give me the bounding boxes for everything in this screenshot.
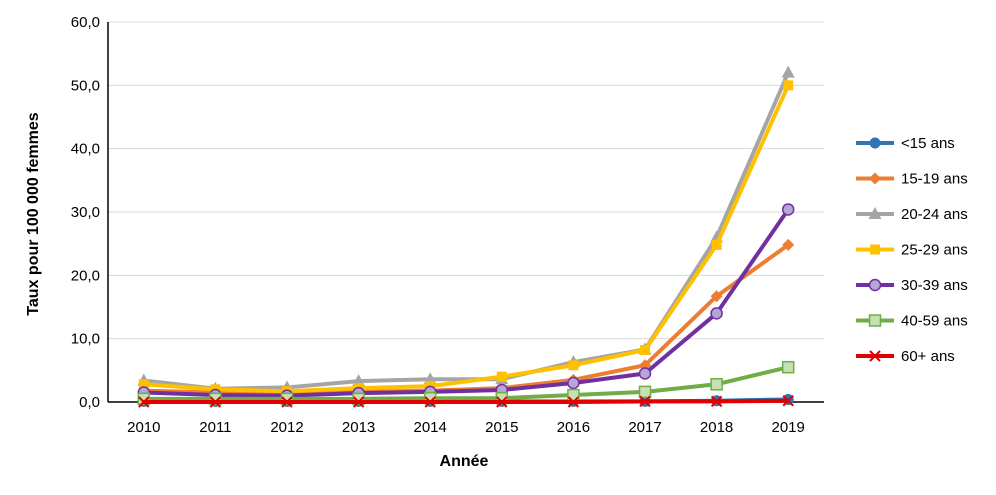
- x-tick-label: 2012: [270, 419, 303, 436]
- x-tick-labels: 2010 2011 2012 2013 2014 2015 2016 2017 2018 2019: [127, 419, 805, 436]
- legend: <15 ans 15-19 ans 20-24 ans 25-29 ans 30-39 …: [856, 135, 968, 365]
- x-tick-label: 2014: [414, 419, 447, 436]
- legend-label: 40-59 ans: [901, 313, 968, 330]
- x-tick-label: 2018: [700, 419, 733, 436]
- legend-marker: [869, 137, 881, 149]
- legend-item: <15 ans: [856, 135, 955, 152]
- series-15-19-ans: [137, 238, 795, 400]
- data-point: [424, 396, 436, 408]
- y-axis-title: Taux pour 100 000 femmes: [25, 112, 42, 315]
- series-20-24-ans: [137, 65, 795, 394]
- data-point: [782, 238, 795, 251]
- gridlines: [108, 21, 824, 340]
- legend-item: 40-59 ans: [856, 313, 968, 330]
- x-tick-label: 2016: [557, 419, 590, 436]
- series-line: [141, 365, 791, 401]
- y-tick-labels: 0,0 10,0 20,0 30,0 40,0 50,0 60,0: [71, 14, 100, 411]
- y-tick-label: 60,0: [71, 14, 100, 31]
- series-line: [141, 70, 791, 391]
- x-tick-label: 2015: [485, 419, 518, 436]
- legend-marker: [868, 207, 882, 219]
- data-point: [567, 396, 580, 408]
- data-point: [638, 385, 652, 399]
- legend-item: 30-39 ans: [856, 277, 968, 294]
- legend-marker: [869, 172, 881, 185]
- x-tick-label: 2017: [628, 419, 661, 436]
- data-point: [496, 396, 508, 408]
- legend-label: 15-19 ans: [901, 171, 968, 188]
- data-point: [281, 396, 293, 408]
- data-point: [352, 392, 365, 406]
- series-line: [141, 242, 791, 396]
- legend-marker: [869, 350, 881, 362]
- series-line: [141, 207, 791, 398]
- legend-label: 20-24 ans: [901, 206, 968, 223]
- data-point: [352, 396, 365, 408]
- x-tick-label: 2019: [772, 419, 805, 436]
- data-point: [710, 395, 723, 408]
- y-tick-label: 10,0: [71, 331, 100, 348]
- data-point: [710, 378, 723, 391]
- y-tick-label: 30,0: [71, 204, 100, 221]
- legend-label: 60+ ans: [901, 348, 955, 365]
- legend-marker: [868, 314, 882, 327]
- legend-label: <15 ans: [901, 135, 955, 152]
- data-point: [783, 80, 794, 91]
- data-point: [781, 203, 795, 216]
- data-point: [782, 395, 794, 407]
- series-line: [141, 398, 791, 404]
- x-tick-label: 2013: [342, 419, 375, 436]
- data-point: [137, 392, 151, 406]
- legend-item: 60+ ans: [856, 348, 955, 365]
- data-point: [209, 392, 222, 406]
- series-group: [137, 65, 795, 408]
- data-point: [496, 371, 507, 382]
- x-tick-label: 2011: [199, 419, 231, 436]
- series-line: [141, 83, 791, 394]
- series-25-29-ans: [138, 80, 794, 397]
- data-point: [640, 345, 650, 356]
- data-point: [138, 379, 149, 390]
- x-tick-label: 2010: [127, 419, 160, 436]
- data-point: [568, 360, 579, 371]
- legend-label: 25-29 ans: [901, 242, 968, 259]
- x-axis-title: Année: [440, 453, 489, 470]
- data-point: [781, 360, 795, 374]
- y-tick-label: 0,0: [79, 394, 100, 411]
- y-tick-label: 20,0: [71, 267, 100, 284]
- data-point: [710, 290, 723, 303]
- data-point: [639, 395, 651, 408]
- y-tick-label: 40,0: [71, 141, 100, 158]
- data-point: [638, 367, 652, 380]
- data-point: [280, 392, 294, 406]
- legend-label: 30-39 ans: [901, 277, 968, 294]
- data-point: [710, 307, 723, 320]
- series-40-59-ans: [137, 360, 795, 406]
- y-tick-label: 50,0: [71, 77, 100, 94]
- data-point: [209, 396, 222, 408]
- legend-item: 20-24 ans: [856, 206, 968, 223]
- legend-marker: [868, 278, 882, 292]
- data-point: [567, 376, 580, 390]
- data-point: [711, 239, 722, 250]
- legend-item: 25-29 ans: [856, 242, 968, 259]
- series-60-ans: [138, 395, 794, 408]
- data-point: [138, 396, 150, 408]
- legend-item: 15-19 ans: [856, 171, 968, 188]
- series-30-39-ans: [137, 203, 795, 402]
- data-point: [781, 65, 795, 78]
- legend-marker: [870, 244, 880, 255]
